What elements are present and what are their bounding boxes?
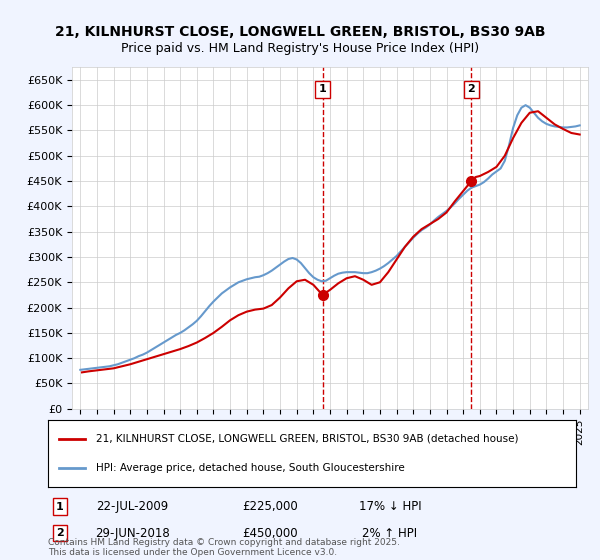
Text: Price paid vs. HM Land Registry's House Price Index (HPI): Price paid vs. HM Land Registry's House … <box>121 42 479 55</box>
Text: £450,000: £450,000 <box>242 526 298 540</box>
Text: 21, KILNHURST CLOSE, LONGWELL GREEN, BRISTOL, BS30 9AB: 21, KILNHURST CLOSE, LONGWELL GREEN, BRI… <box>55 25 545 39</box>
Text: Contains HM Land Registry data © Crown copyright and database right 2025.
This d: Contains HM Land Registry data © Crown c… <box>48 538 400 557</box>
Text: 29-JUN-2018: 29-JUN-2018 <box>95 526 169 540</box>
Text: £225,000: £225,000 <box>242 500 298 514</box>
Text: HPI: Average price, detached house, South Gloucestershire: HPI: Average price, detached house, Sout… <box>95 463 404 473</box>
Text: 1: 1 <box>56 502 64 512</box>
Text: 17% ↓ HPI: 17% ↓ HPI <box>359 500 421 514</box>
Text: 2: 2 <box>467 85 475 95</box>
Text: 1: 1 <box>319 85 326 95</box>
Text: 22-JUL-2009: 22-JUL-2009 <box>96 500 168 514</box>
Text: 21, KILNHURST CLOSE, LONGWELL GREEN, BRISTOL, BS30 9AB (detached house): 21, KILNHURST CLOSE, LONGWELL GREEN, BRI… <box>95 434 518 444</box>
Text: 2% ↑ HPI: 2% ↑ HPI <box>362 526 418 540</box>
Text: 2: 2 <box>56 528 64 538</box>
